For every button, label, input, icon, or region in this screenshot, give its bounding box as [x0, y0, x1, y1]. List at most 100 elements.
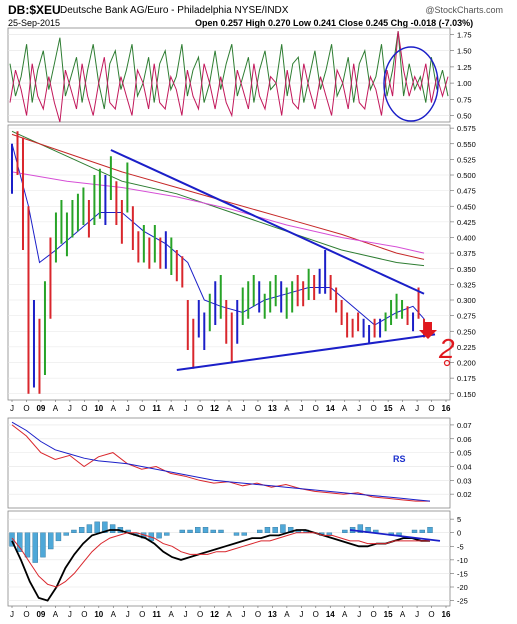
- y-tick-label: 0.07: [457, 421, 472, 430]
- histogram-bar: [40, 532, 46, 558]
- macd-trendline: [349, 529, 441, 542]
- histogram-bar: [241, 532, 247, 536]
- macd-line: [11, 529, 430, 602]
- x-axis-label: 14: [326, 610, 335, 619]
- x-axis-label: A: [400, 610, 406, 619]
- x-axis-label: 12: [210, 610, 219, 619]
- moving-average-2: [11, 133, 425, 260]
- histogram-bar: [164, 532, 170, 536]
- x-axis-label: J: [415, 610, 419, 619]
- y-tick-label: 1.25: [457, 63, 472, 72]
- panel-frame-osc: [7, 27, 451, 123]
- x-axis-label: A: [400, 404, 406, 413]
- grid-lines: [8, 34, 450, 601]
- histogram-bar: [9, 532, 15, 547]
- x-axis-label: 11: [152, 610, 161, 619]
- y-tick-label: 1.75: [457, 30, 472, 39]
- y-tick-label: 0.05: [457, 449, 472, 458]
- panel-frame-rs: [7, 417, 451, 509]
- x-axis-label: 12: [210, 404, 219, 413]
- x-axis-label: J: [184, 404, 188, 413]
- y-tick-label: -5: [457, 542, 464, 551]
- x-axis-label: O: [371, 404, 377, 413]
- panel-frame-price: [7, 124, 451, 401]
- x-axis-label: J: [184, 610, 188, 619]
- x-axis-label: O: [313, 610, 319, 619]
- x-axis-label: J: [299, 404, 303, 413]
- y-tick-label: 1.50: [457, 47, 472, 56]
- down-arrow-icon: [419, 322, 437, 339]
- y-tick-label: 0.02: [457, 490, 472, 499]
- x-axis-label: 15: [384, 610, 393, 619]
- histogram-bar: [32, 532, 38, 563]
- x-axis-label: J: [241, 404, 245, 413]
- y-tick-label: 0.550: [457, 140, 476, 149]
- x-axis-label: A: [111, 610, 117, 619]
- annotation-dot: [443, 359, 451, 367]
- x-axis-label: J: [415, 404, 419, 413]
- x-axis-label: O: [81, 610, 87, 619]
- x-axis-label: O: [428, 404, 434, 413]
- x-axis-label: J: [68, 610, 72, 619]
- x-axis-label: A: [168, 610, 174, 619]
- ticker-symbol: DB:$XEU: [8, 3, 61, 17]
- x-axis-label: O: [371, 610, 377, 619]
- histogram-bar: [86, 524, 93, 533]
- histogram-bar: [24, 532, 31, 558]
- annotations: 2: [383, 46, 455, 367]
- x-axis-label: A: [53, 404, 59, 413]
- highlight-ellipse: [383, 46, 439, 122]
- macd-panel: -25 -20 -15 -10 -5 0 5: [9, 515, 468, 606]
- histogram-bar: [17, 532, 23, 552]
- x-axis-label: 14: [326, 404, 335, 413]
- histogram-bar: [156, 532, 162, 539]
- histogram-bar: [427, 527, 433, 533]
- relative-strength-panel: 0.02 0.03 0.04 0.05 0.06 0.07: [11, 421, 472, 502]
- x-axis-label: 15: [384, 404, 393, 413]
- y-tick-label: 0.50: [457, 112, 472, 121]
- x-axis-label: J: [357, 404, 361, 413]
- x-axis-label: O: [428, 610, 434, 619]
- histogram-bar: [48, 532, 54, 550]
- histogram-bar: [63, 532, 69, 536]
- x-axis-label: O: [139, 610, 145, 619]
- x-axis-label: A: [226, 404, 232, 413]
- rs-line-0: [11, 424, 430, 502]
- x-axis-label: O: [255, 610, 261, 619]
- x-axis-label: 13: [268, 404, 277, 413]
- histogram-bar: [55, 532, 62, 542]
- x-axis-label: 10: [94, 404, 103, 413]
- histogram-bar: [109, 524, 116, 533]
- y-tick-label: 1.00: [457, 79, 472, 88]
- y-tick-label: 0.75: [457, 95, 472, 104]
- histogram-bar: [179, 529, 185, 533]
- y-tick-label: 0.03: [457, 476, 472, 485]
- x-axis-label: O: [197, 404, 203, 413]
- trendline-0: [110, 149, 425, 295]
- x-axis-label: A: [284, 404, 290, 413]
- y-tick-label: 0.475: [457, 187, 476, 196]
- x-axis-label: O: [23, 610, 29, 619]
- histogram-bar: [202, 527, 209, 533]
- oscillator-panel: 0.50 0.75 1.00 1.25 1.50 1.75: [9, 30, 472, 123]
- histogram-bar: [195, 527, 201, 533]
- x-axis-label: J: [68, 404, 72, 413]
- x-axis-label: J: [126, 404, 130, 413]
- x-axis-label: J: [10, 610, 14, 619]
- chart-date: 25-Sep-2015: [8, 18, 61, 28]
- y-tick-label: 0.275: [457, 312, 476, 321]
- histogram-bar: [218, 529, 224, 533]
- y-tick-label: 0.06: [457, 435, 472, 444]
- x-axis-label: 09: [36, 404, 45, 413]
- histogram-bar: [419, 529, 425, 533]
- panel-frame-macd: [7, 510, 451, 607]
- y-tick-label: -15: [457, 569, 468, 578]
- y-tick-label: 0.300: [457, 296, 476, 305]
- histogram-bar: [272, 527, 278, 533]
- histogram-bar: [187, 529, 193, 533]
- histogram-bar: [280, 524, 286, 533]
- x-axis-label: 16: [442, 610, 451, 619]
- y-tick-label: 0.425: [457, 218, 476, 227]
- rs-line-1: [11, 421, 431, 502]
